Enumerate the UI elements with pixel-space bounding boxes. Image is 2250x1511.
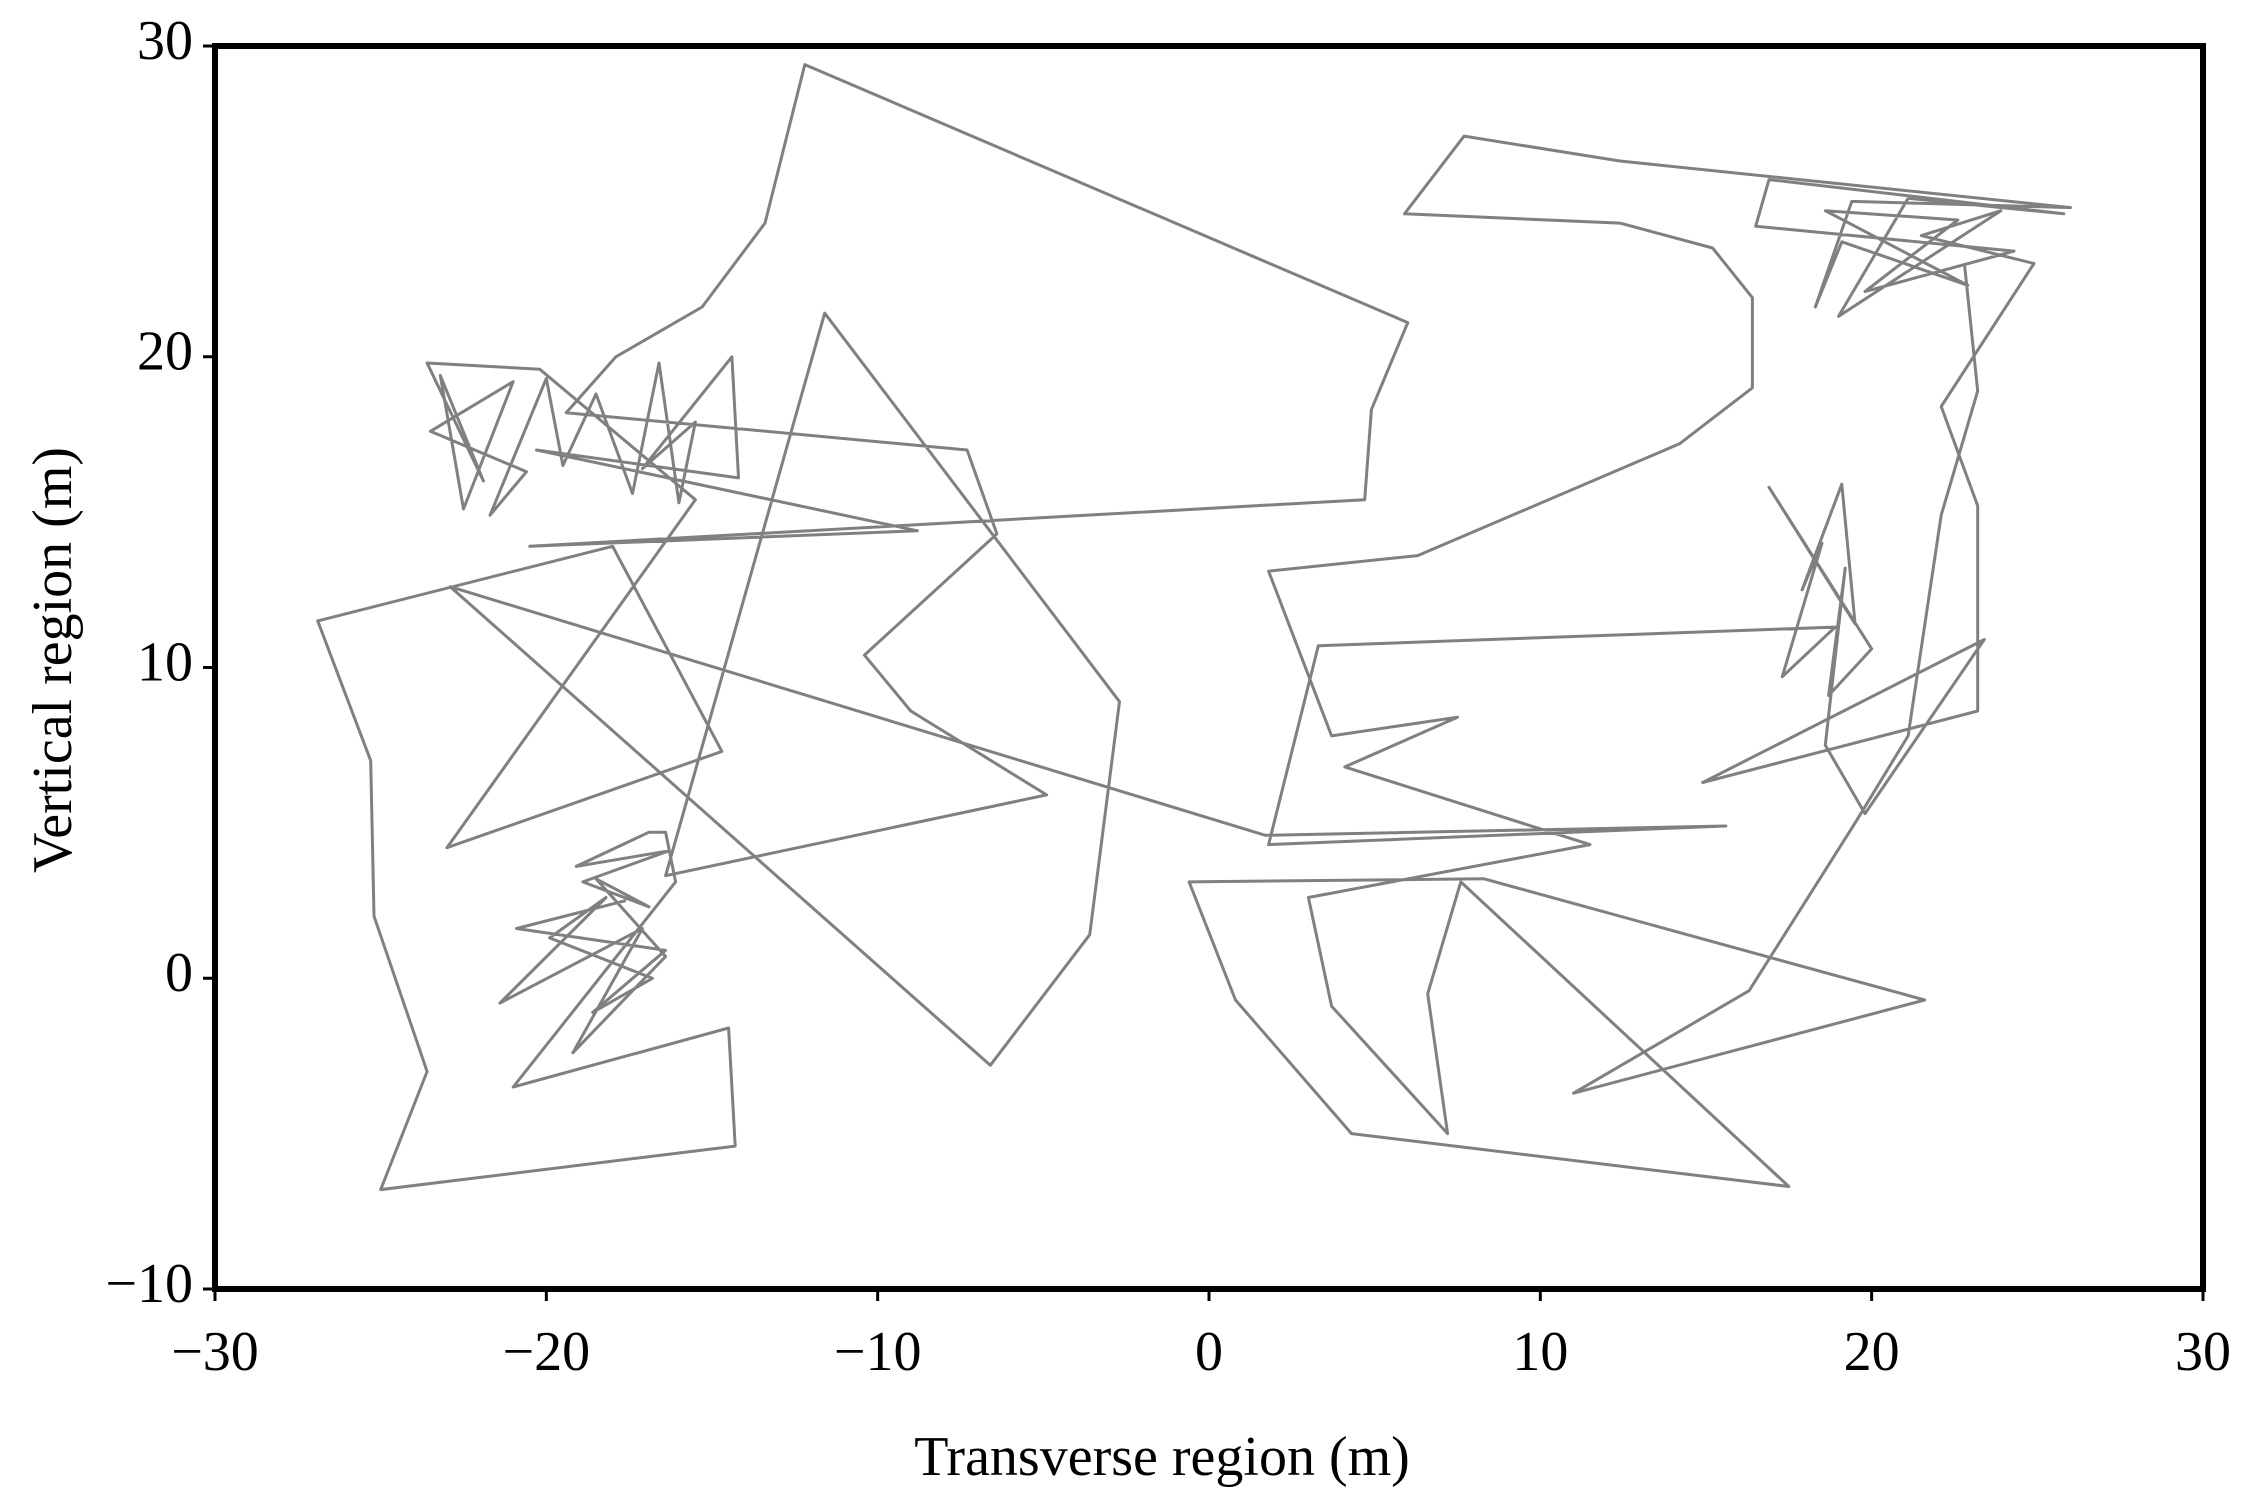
x-tick-label: −20 [503,1321,591,1383]
y-tick-label: 30 [137,10,193,72]
x-tick-label: −10 [834,1321,922,1383]
x-tick-label: 20 [1844,1321,1900,1383]
x-axis-label: Transverse region (m) [914,1426,1410,1488]
y-tick-label: 10 [137,631,193,693]
x-tick-label: 0 [1195,1321,1223,1383]
x-tick-label: 10 [1512,1321,1568,1383]
plot-frame [212,43,2206,1292]
y-tick-label: 0 [165,942,193,1004]
y-tick-label: 20 [137,321,193,383]
trajectory [316,63,2072,1192]
x-tick-label: −30 [171,1321,259,1383]
y-tick-label: −10 [105,1253,193,1315]
y-axis-label: Vertical region (m) [22,447,84,873]
x-tick-label: 30 [2175,1321,2231,1383]
